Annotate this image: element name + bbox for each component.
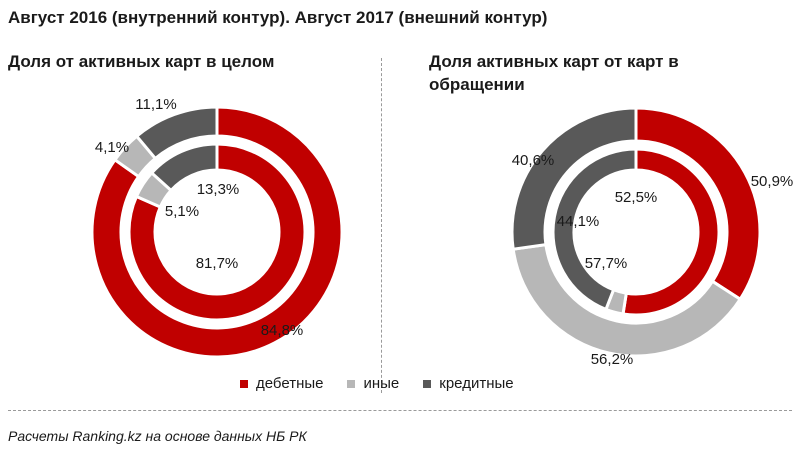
right-chart-title: Доля активных карт от карт в обращении	[429, 50, 759, 96]
legend-item-credit: кредитные	[423, 375, 514, 392]
chart1-outer-slice-credit	[134, 105, 219, 161]
chart1-outer-label-debit: 84,8%	[261, 322, 304, 339]
vertical-divider	[381, 58, 382, 393]
donut-charts: 81,7% 5,1% 13,3% 84,8% 4,1% 11,1% 52,5% 44,1% 50…	[90, 96, 794, 368]
chart-title: Август 2016 (внутренний контур). Август …	[8, 8, 548, 27]
chart1-inner-slice-debit	[127, 142, 307, 322]
legend: дебетные иные кредитные	[240, 375, 514, 392]
chart2-outer-slice-credit	[510, 106, 638, 251]
legend-item-debit: дебетные	[240, 375, 323, 392]
chart2-outer-label-debit: 50,9%	[751, 173, 794, 190]
chart2-outer-slice-other	[511, 242, 743, 358]
legend-label-credit: кредитные	[439, 375, 514, 392]
chart1-inner-slice-credit	[149, 142, 219, 193]
chart2-inner-label-credit: 44,1%	[557, 213, 600, 230]
chart1-inner-label-other: 5,1%	[165, 203, 199, 220]
right-chart-title-line-2: обращении	[429, 75, 525, 94]
source-note: Расчеты Ranking.kz на основе данных НБ Р…	[8, 428, 307, 444]
chart2-inner-slice-credit	[551, 147, 638, 312]
legend-label-debit: дебетные	[256, 375, 324, 392]
chart1-outer-slice-debit	[90, 105, 344, 359]
legend-swatch-credit	[423, 379, 432, 388]
chart1-inner-label-credit: 13,3%	[197, 181, 240, 198]
chart1-inner-label-debit: 81,7%	[196, 255, 239, 272]
legend-item-other: иные	[347, 375, 399, 392]
bottom-divider	[8, 410, 792, 411]
chart2-outer-label-credit: 40,6%	[512, 152, 555, 169]
legend-swatch-other	[347, 379, 356, 388]
chart2-inner-label-debit: 52,5%	[615, 189, 658, 206]
chart2-outer-label-other: 57,7%	[585, 255, 628, 272]
chart2-extra-label-0: 56,2%	[591, 351, 634, 368]
legend-swatch-debit	[240, 379, 248, 388]
legend-label-other: иные	[363, 375, 400, 392]
chart2-inner-slice-debit	[621, 147, 721, 317]
right-chart-title-line-1: Доля активных карт от карт в	[429, 52, 679, 71]
chart1-outer-label-credit: 11,1%	[135, 96, 176, 113]
chart1-outer-label-other: 4,1%	[95, 139, 129, 156]
left-chart-title: Доля от активных карт в целом	[8, 52, 275, 71]
